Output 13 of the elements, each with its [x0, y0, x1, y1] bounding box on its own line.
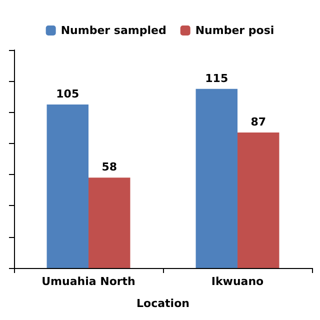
data-label: 115 [205, 72, 228, 85]
bar [238, 132, 280, 268]
data-label: 105 [56, 88, 80, 100]
legend-label: Number sampled [60, 24, 166, 37]
bar [196, 88, 238, 268]
data-label: 58 [102, 160, 118, 174]
bar [46, 104, 88, 268]
x-axis-title: Location [136, 297, 190, 310]
x-tick-label: Ikwuano [211, 275, 264, 288]
legend-label: Number posi [195, 24, 274, 37]
data-label: 87 [250, 116, 266, 129]
bar [88, 178, 130, 268]
x-tick-label: Umuahia North [42, 275, 136, 288]
